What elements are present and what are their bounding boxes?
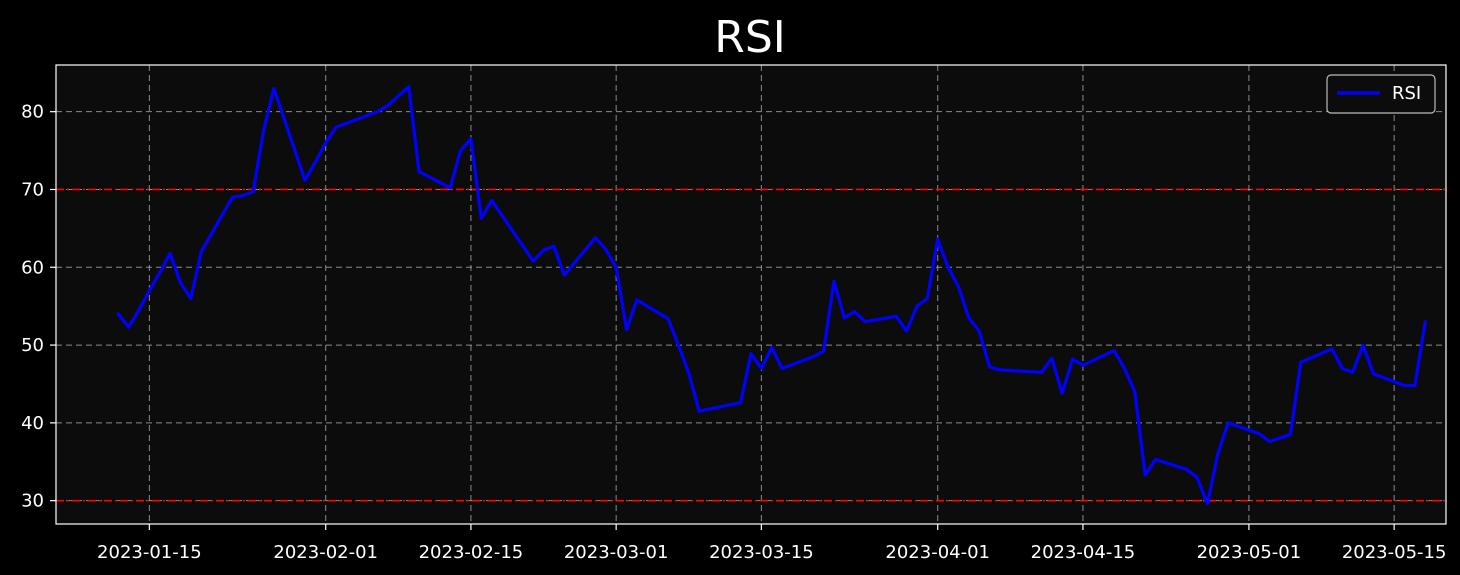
x-tick-label: 2023-04-15 bbox=[1031, 542, 1136, 563]
x-tick-label: 2023-01-15 bbox=[97, 542, 202, 563]
y-tick-label: 80 bbox=[21, 102, 44, 123]
y-tick-label: 60 bbox=[21, 257, 44, 278]
series-line-rsi bbox=[116, 85, 1427, 506]
legend-box bbox=[1326, 74, 1436, 114]
x-tick-label: 2023-05-15 bbox=[1342, 542, 1447, 563]
chart-title: RSI bbox=[714, 12, 785, 63]
plot-frame bbox=[55, 64, 1447, 525]
x-tick-label: 2023-02-01 bbox=[273, 542, 378, 563]
plot-area bbox=[56, 65, 1446, 524]
series-layer bbox=[116, 85, 1427, 506]
x-tick-label: 2023-03-01 bbox=[564, 542, 669, 563]
reference-lines bbox=[56, 188, 1446, 502]
legend-label: RSI bbox=[1392, 83, 1421, 104]
axis-ticks: 2023-01-15 2023-02-01 2023-02-15 2023-03-01… bbox=[21, 102, 1446, 563]
y-tick-label: 70 bbox=[21, 179, 44, 200]
x-tick-label: 2023-02-15 bbox=[419, 542, 524, 563]
x-tick-label: 2023-03-15 bbox=[709, 542, 814, 563]
x-tick-label: 2023-05-01 bbox=[1197, 542, 1302, 563]
x-tick-label: 2023-04-01 bbox=[885, 542, 990, 563]
legend: RSI bbox=[1326, 74, 1436, 114]
y-tick-label: 40 bbox=[21, 413, 44, 434]
y-tick-label: 50 bbox=[21, 335, 44, 356]
y-tick-label: 30 bbox=[21, 491, 44, 512]
